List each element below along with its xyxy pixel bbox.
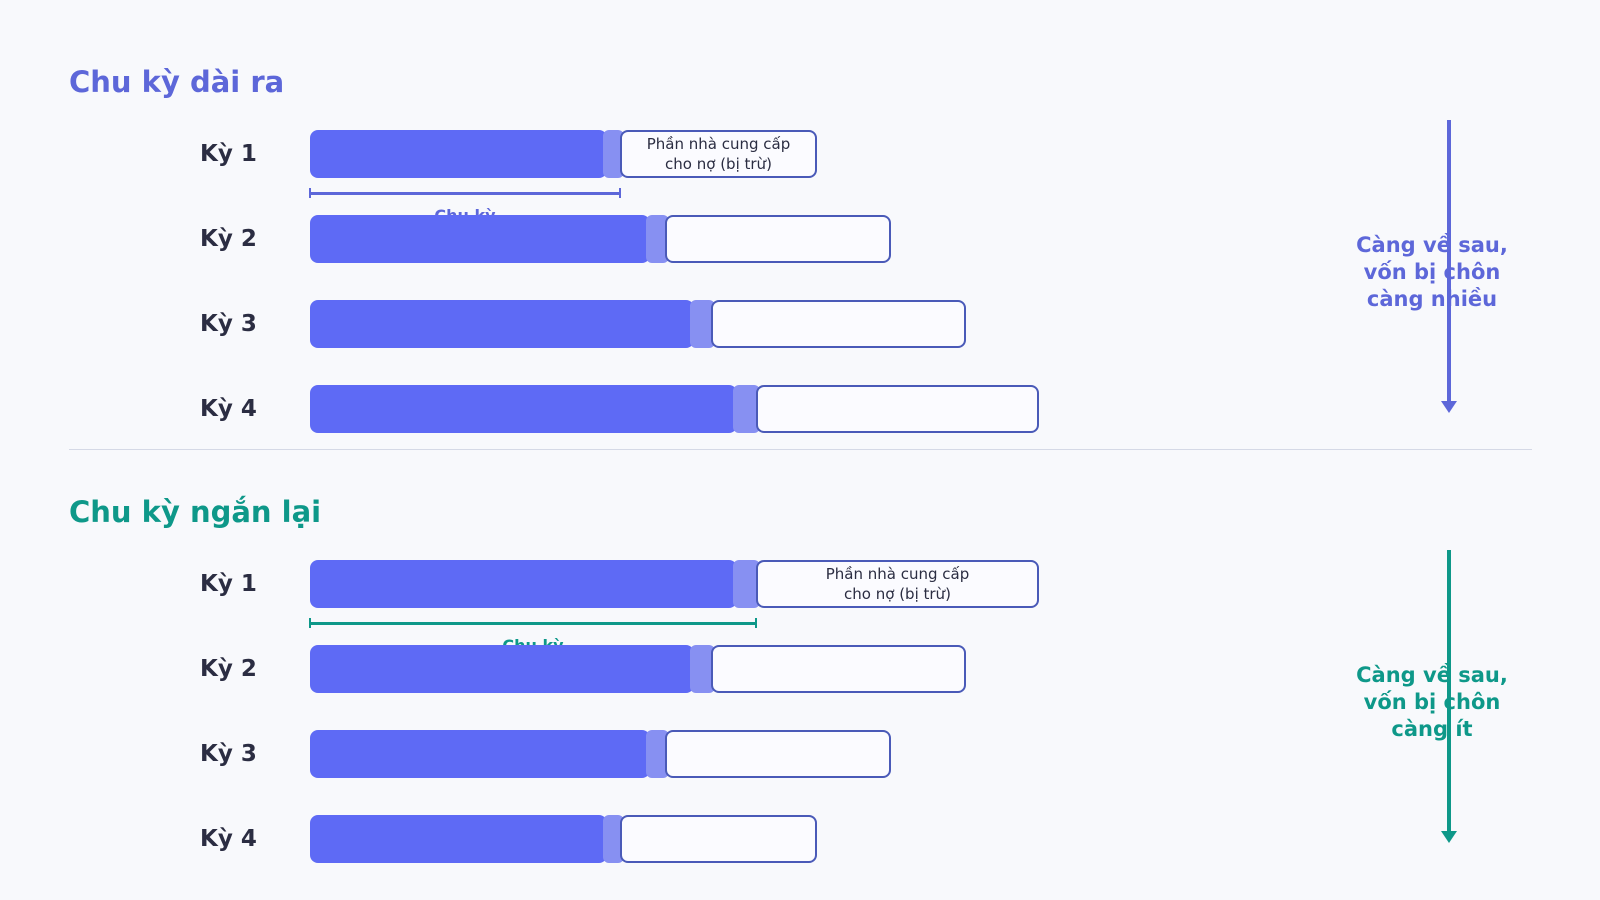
period-label: Kỳ 3 xyxy=(200,311,257,337)
receivable-gap xyxy=(690,300,715,348)
inventory-bar xyxy=(310,730,650,778)
trend-note: Càng về sau, vốn bị chôn càng ít xyxy=(1356,663,1508,741)
cycle-span-tick xyxy=(309,188,311,198)
receivable-gap xyxy=(733,560,760,608)
supplier-credit-bar: Phần nhà cung cấp cho nợ (bị trừ) xyxy=(756,560,1039,608)
period-label: Kỳ 4 xyxy=(200,826,257,852)
period-label: Kỳ 3 xyxy=(200,741,257,767)
receivable-gap xyxy=(603,130,624,178)
receivable-gap xyxy=(733,385,760,433)
cycle-span-line xyxy=(310,192,620,195)
cycle-label: Chu kỳ xyxy=(434,206,496,216)
trend-note: Càng về sau, vốn bị chôn càng nhiều xyxy=(1356,233,1508,311)
receivable-gap xyxy=(603,815,624,863)
inventory-bar xyxy=(310,215,650,263)
period-label: Kỳ 4 xyxy=(200,396,257,422)
receivable-gap xyxy=(646,215,669,263)
trend-arrow-head xyxy=(1441,831,1457,843)
inventory-bar xyxy=(310,815,607,863)
period-label: Kỳ 2 xyxy=(200,226,257,252)
supplier-credit-bar xyxy=(665,730,891,778)
inventory-bar xyxy=(310,300,694,348)
inventory-bar xyxy=(310,385,737,433)
cycle-label: Chu kỳ xyxy=(502,636,564,646)
period-label: Kỳ 1 xyxy=(200,141,257,167)
inventory-bar xyxy=(310,560,737,608)
supplier-credit-label: Phần nhà cung cấp cho nợ (bị trừ) xyxy=(825,565,970,603)
supplier-credit-bar xyxy=(620,815,817,863)
supplier-credit-label: Phần nhà cung cấp cho nợ (bị trừ) xyxy=(646,135,791,173)
cycle-span-tick xyxy=(755,618,757,628)
receivable-gap xyxy=(690,645,715,693)
trend-arrow-line xyxy=(1447,120,1451,405)
cycle-span-tick xyxy=(619,188,621,198)
cycle-span-tick xyxy=(309,618,311,628)
cycle-span-line xyxy=(310,622,756,625)
period-label: Kỳ 2 xyxy=(200,656,257,682)
inventory-bar xyxy=(310,130,607,178)
supplier-credit-bar xyxy=(711,645,966,693)
period-label: Kỳ 1 xyxy=(200,571,257,597)
inventory-bar xyxy=(310,645,694,693)
supplier-credit-bar xyxy=(756,385,1039,433)
section-title: Chu kỳ dài ra xyxy=(69,65,285,99)
section-title: Chu kỳ ngắn lại xyxy=(69,495,322,529)
trend-arrow-line xyxy=(1447,550,1451,835)
receivable-gap xyxy=(646,730,669,778)
supplier-credit-bar: Phần nhà cung cấp cho nợ (bị trừ) xyxy=(620,130,817,178)
trend-arrow-head xyxy=(1441,401,1457,413)
section-divider xyxy=(69,449,1532,450)
supplier-credit-bar xyxy=(711,300,966,348)
supplier-credit-bar xyxy=(665,215,891,263)
